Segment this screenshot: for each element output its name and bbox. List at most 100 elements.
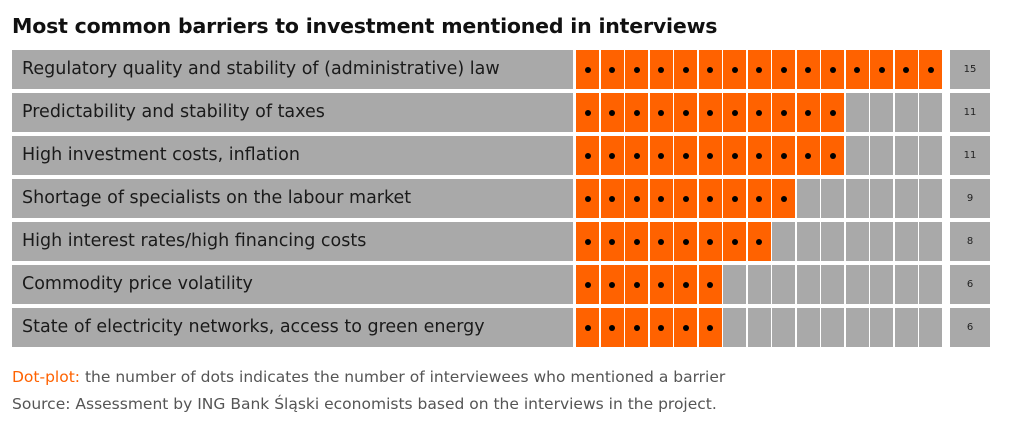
dot-cell-filled [576, 93, 599, 132]
dot-marker [584, 281, 591, 288]
barrier-count: 8 [950, 222, 990, 261]
dot-cell-filled [821, 93, 844, 132]
dot-cell-empty [821, 308, 844, 347]
dot-cell-filled [649, 50, 673, 89]
dot-marker [707, 109, 713, 116]
dot-cell-filled [821, 50, 844, 89]
dot-marker [658, 324, 664, 331]
dot-cell-empty [894, 136, 918, 175]
dot-cell-filled [625, 308, 648, 347]
dot-marker [633, 152, 640, 159]
dot-marker [731, 195, 738, 202]
dot-cell-filled [600, 136, 624, 175]
dot-marker [658, 109, 664, 116]
dot-marker [682, 195, 689, 202]
dot-cell-filled [600, 93, 624, 132]
dot-marker [584, 109, 591, 116]
dot-marker [682, 324, 689, 331]
dot-cell-empty [870, 93, 893, 132]
barrier-row: Shortage of specialists on the labour ma… [12, 179, 990, 218]
dot-cell-filled [747, 179, 771, 218]
dot-cell-filled [870, 50, 893, 89]
dot-cell-empty [845, 265, 869, 304]
dot-cell-filled [698, 50, 722, 89]
dot-cell-empty [796, 265, 820, 304]
barrier-count: 11 [950, 136, 990, 175]
dot-marker [682, 281, 689, 288]
footnote: Dot-plot: the number of dots indicates t… [12, 368, 725, 386]
dot-cell-filled [674, 93, 697, 132]
dot-marker [658, 281, 664, 288]
dot-marker [609, 66, 615, 73]
dot-cell-filled [674, 222, 697, 261]
dot-marker [609, 152, 615, 159]
dot-marker [682, 152, 689, 159]
dot-cell-filled [649, 179, 673, 218]
dot-cell-filled [821, 136, 844, 175]
dot-marker [756, 152, 762, 159]
dot-cell-empty [772, 265, 795, 304]
dot-marker [780, 109, 787, 116]
dot-cell-filled [772, 93, 795, 132]
dot-marker [609, 109, 615, 116]
dot-cell-empty [894, 308, 918, 347]
dot-cell-filled [674, 308, 697, 347]
dot-cell-empty [723, 265, 746, 304]
dot-marker [756, 238, 762, 245]
dot-marker [903, 66, 909, 73]
dot-cell-empty [870, 265, 893, 304]
dot-cell-empty [723, 308, 746, 347]
dot-marker [658, 152, 664, 159]
barrier-label: State of electricity networks, access to… [12, 308, 573, 347]
dot-cell-empty [919, 265, 942, 304]
dot-marker [780, 195, 787, 202]
dot-cell-filled [747, 93, 771, 132]
barrier-row: High investment costs, inflation 11 [12, 136, 990, 175]
dot-marker [584, 152, 591, 159]
dot-cell-filled [698, 308, 722, 347]
dot-cell-filled [600, 179, 624, 218]
barrier-count: 6 [950, 308, 990, 347]
dot-marker [609, 238, 615, 245]
dot-cell-empty [845, 93, 869, 132]
dot-marker [633, 109, 640, 116]
dot-cell-empty [919, 93, 942, 132]
dot-marker [682, 109, 689, 116]
dot-marker [780, 152, 787, 159]
dot-cell-filled [698, 265, 722, 304]
dot-cell-filled [796, 93, 820, 132]
footnote-lead: Dot-plot: [12, 368, 81, 386]
barrier-count: 15 [950, 50, 990, 89]
dot-cell-filled [649, 222, 673, 261]
barrier-row: State of electricity networks, access to… [12, 308, 990, 347]
dot-cell-empty [845, 222, 869, 261]
dot-marker [731, 152, 738, 159]
dot-marker [756, 195, 762, 202]
dot-marker [609, 324, 615, 331]
dot-cell-empty [919, 179, 942, 218]
dot-cell-filled [747, 50, 771, 89]
dot-cell-filled [796, 50, 820, 89]
dot-cell-filled [723, 93, 746, 132]
dot-cell-empty [894, 265, 918, 304]
barrier-label: Shortage of specialists on the labour ma… [12, 179, 573, 218]
dot-marker [584, 66, 591, 73]
dot-marker [633, 281, 640, 288]
barrier-count: 6 [950, 265, 990, 304]
dot-cell-filled [919, 50, 942, 89]
dot-cell-empty [796, 222, 820, 261]
dot-cell-filled [674, 265, 697, 304]
dot-cell-filled [698, 222, 722, 261]
dot-cell-empty [821, 222, 844, 261]
dot-cell-filled [723, 222, 746, 261]
dot-cell-filled [772, 50, 795, 89]
barrier-label: High investment costs, inflation [12, 136, 573, 175]
dot-marker [707, 324, 713, 331]
dot-marker [609, 281, 615, 288]
barrier-row: Commodity price volatility 6 [12, 265, 990, 304]
dot-marker [707, 152, 713, 159]
dot-cell-filled [625, 179, 648, 218]
dot-cell-empty [894, 222, 918, 261]
dot-marker [707, 281, 713, 288]
dot-marker [805, 152, 811, 159]
